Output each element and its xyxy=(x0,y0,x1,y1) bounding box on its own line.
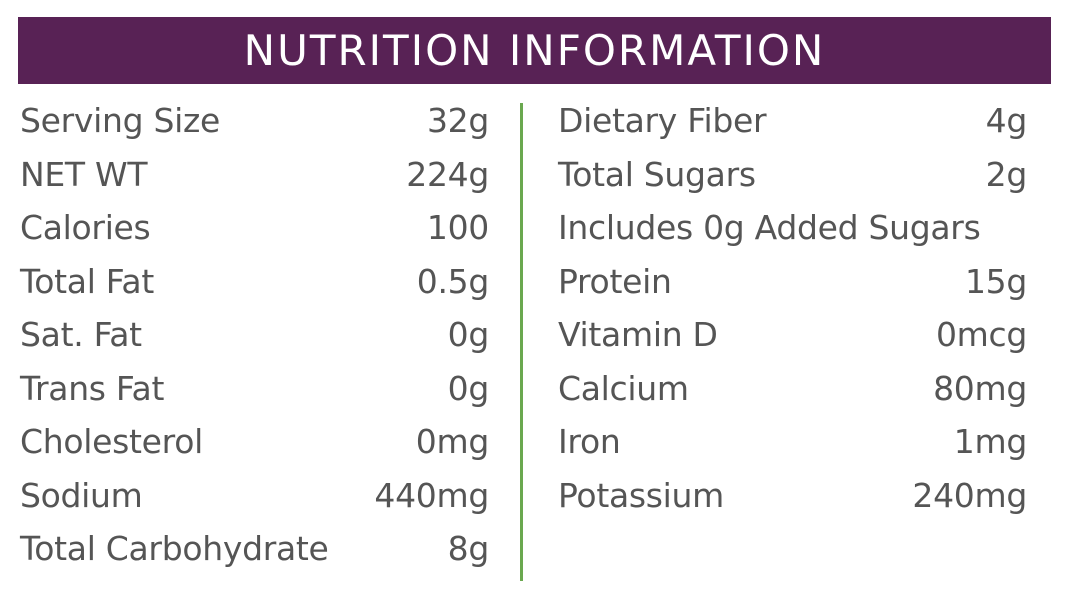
nutrient-row: Sodium 440mg xyxy=(20,469,489,523)
nutrient-row: Cholesterol 0mg xyxy=(20,415,489,469)
nutrient-row: Dietary Fiber 4g xyxy=(558,94,1027,148)
nutrient-row: Potassium 240mg xyxy=(558,469,1027,523)
nutrient-value: 100 xyxy=(426,208,489,247)
nutrient-row: NET WT 224g xyxy=(20,148,489,202)
nutrient-row: Serving Size 32g xyxy=(20,94,489,148)
nutrient-label: Cholesterol xyxy=(20,422,203,461)
nutrient-label: Calories xyxy=(20,208,151,247)
nutrient-label: Iron xyxy=(558,422,621,461)
nutrient-label: Trans Fat xyxy=(20,368,165,408)
nutrient-row: Includes 0g Added Sugars xyxy=(558,201,1027,255)
nutrient-row: Protein 15g xyxy=(558,255,1027,309)
nutrient-label: Calcium xyxy=(558,368,689,408)
nutrition-column-right: Dietary Fiber 4g Total Sugars 2g Includes 0g… xyxy=(558,94,1027,522)
nutrient-row: Vitamin D 0mcg xyxy=(558,308,1027,362)
nutrient-value: 32g xyxy=(426,101,489,140)
nutrient-label: Potassium xyxy=(558,475,724,515)
nutrient-value: 1mg xyxy=(953,422,1028,461)
nutrition-column-left: Serving Size 32g NET WT 224g Calories 100 Tota… xyxy=(20,94,489,576)
nutrient-row: Total Fat 0.5g xyxy=(20,255,489,309)
nutrient-label: Sat. Fat xyxy=(20,315,142,354)
nutrient-value: 8g xyxy=(447,529,490,568)
nutrient-value: 0mcg xyxy=(935,315,1027,354)
nutrient-value: 15g xyxy=(964,261,1027,301)
nutrient-row: Calcium 80mg xyxy=(558,362,1027,416)
nutrient-value: 0mg xyxy=(415,422,490,461)
nutrient-label: NET WT xyxy=(20,154,148,194)
nutrient-label: Total Sugars xyxy=(558,154,756,194)
nutrient-label: Vitamin D xyxy=(558,315,718,354)
nutrient-value: 440mg xyxy=(374,475,489,515)
nutrient-value: 80mg xyxy=(933,368,1027,408)
page-title: NUTRITION INFORMATION xyxy=(243,26,826,75)
nutrition-header: NUTRITION INFORMATION xyxy=(18,17,1051,84)
nutrient-row: Sat. Fat 0g xyxy=(20,308,489,362)
nutrient-row: Total Sugars 2g xyxy=(558,148,1027,202)
nutrient-label: Total Carbohydrate xyxy=(20,529,329,568)
nutrient-row: Calories 100 xyxy=(20,201,489,255)
nutrient-label: Total Fat xyxy=(20,261,154,301)
nutrient-label: Serving Size xyxy=(20,101,221,140)
column-divider xyxy=(520,103,523,581)
nutrient-value: 224g xyxy=(406,154,489,194)
nutrient-value: 240mg xyxy=(912,475,1027,515)
nutrient-row: Iron 1mg xyxy=(558,415,1027,469)
nutrient-label: Protein xyxy=(558,261,672,301)
nutrient-label: Includes 0g Added Sugars xyxy=(558,208,981,247)
nutrient-value: 0g xyxy=(447,368,490,408)
nutrient-value: 2g xyxy=(985,154,1028,194)
nutrient-value: 0g xyxy=(447,315,490,354)
nutrient-label: Sodium xyxy=(20,475,143,515)
nutrient-value: 4g xyxy=(985,101,1028,140)
nutrient-row: Trans Fat 0g xyxy=(20,362,489,416)
nutrient-value: 0.5g xyxy=(416,261,490,301)
nutrient-label: Dietary Fiber xyxy=(558,101,767,140)
nutrient-row: Total Carbohydrate 8g xyxy=(20,522,489,576)
